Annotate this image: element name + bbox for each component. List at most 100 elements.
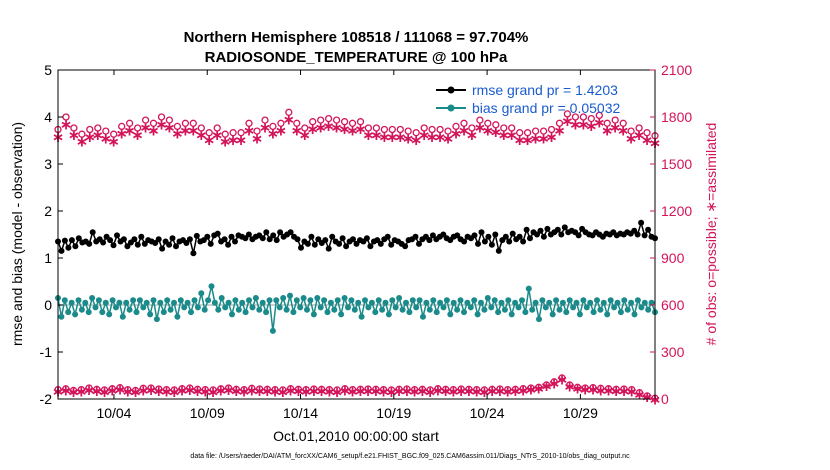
rmse-point <box>86 240 93 247</box>
assimilated-count-low-point: ∗ <box>129 383 142 401</box>
bias-point <box>123 299 130 306</box>
possible-count-low-point <box>294 385 303 393</box>
possible-count-point <box>269 122 277 131</box>
assimilated-count-low-point: ∗ <box>618 382 631 400</box>
assimilated-count-point: ∗ <box>450 125 463 143</box>
possible-count-point <box>555 119 564 127</box>
possible-count-point <box>237 129 245 137</box>
assimilated-count-low-point: ∗ <box>284 382 297 400</box>
assimilated-count-point: ∗ <box>338 120 351 138</box>
bias-point <box>549 311 556 318</box>
bias-point <box>457 297 464 304</box>
bias-point <box>225 299 232 306</box>
rmse-point <box>204 233 211 240</box>
assimilated-count-low-point: ∗ <box>641 388 654 406</box>
rmse-point <box>488 241 495 248</box>
possible-count-low-point <box>341 385 349 393</box>
assimilated-count-point: ∗ <box>466 126 479 144</box>
bias-point <box>604 311 611 318</box>
bias-point <box>317 304 324 311</box>
assimilated-count-point: ∗ <box>283 111 296 129</box>
bias-point <box>461 309 467 316</box>
assimilated-count-low-point: ∗ <box>439 382 452 400</box>
assimilated-count-point: ∗ <box>577 115 590 133</box>
assimilated-count-low-point: ∗ <box>385 383 398 401</box>
rmse-point <box>520 238 527 245</box>
possible-count-point <box>348 119 357 127</box>
rmse-point <box>384 233 391 240</box>
y-axis-ticks: -2 -1 0 1 2 3 4 5 <box>40 62 63 407</box>
possible-count-low-point <box>566 381 574 389</box>
bias-point <box>106 311 113 318</box>
assimilated-count-point: ∗ <box>402 129 415 147</box>
possible-count-point <box>500 124 508 132</box>
possible-count-point <box>460 119 468 127</box>
assimilated-count-point: ∗ <box>625 129 638 147</box>
rmse-point <box>266 236 273 243</box>
bias-point <box>611 304 618 311</box>
bias-point <box>559 299 566 306</box>
assimilated-count-point: ∗ <box>115 125 128 143</box>
bias-point <box>215 306 222 313</box>
assimilated-count-point: ∗ <box>306 120 319 138</box>
assimilated-count-low-point: ∗ <box>408 383 421 401</box>
assimilated-count-point: ∗ <box>243 122 256 140</box>
possible-count-low-point <box>170 386 178 394</box>
y-tick-label: 3 <box>44 156 52 172</box>
bias-point <box>529 306 536 313</box>
possible-count-low-point <box>628 385 636 394</box>
rmse-point <box>363 235 370 242</box>
possible-count-point <box>141 116 150 124</box>
assimilated-count-point: ∗ <box>378 128 391 146</box>
assimilated-count-point: ∗ <box>291 122 304 140</box>
possible-count-point <box>293 119 301 127</box>
assimilated-count-point: ∗ <box>442 129 455 147</box>
y2-tick-label: 600 <box>661 297 685 313</box>
assimilated-count-low-point: ∗ <box>67 383 80 401</box>
bias-point <box>355 299 362 306</box>
bias-point <box>126 306 133 313</box>
bias-point <box>645 306 652 313</box>
possible-count-low-point <box>604 385 613 393</box>
possible-count-low-point <box>108 385 116 393</box>
possible-count-low-point <box>271 385 279 394</box>
assimilated-count-low-point: ∗ <box>625 383 638 401</box>
bias-point <box>539 297 546 304</box>
bias-point <box>157 299 164 306</box>
bias-point <box>235 306 242 313</box>
y-tick-label: -2 <box>40 391 53 407</box>
assimilated-count-low-point: ∗ <box>594 381 607 399</box>
assimilated-count-low-point: ∗ <box>610 382 623 400</box>
bias-point <box>583 304 590 311</box>
rmse-point <box>426 237 433 244</box>
possible-count-low-point <box>193 385 202 393</box>
possible-count-low-point <box>434 385 442 393</box>
assimilated-count-point: ∗ <box>314 118 327 136</box>
bias-point <box>259 299 266 306</box>
possible-count-low-point <box>558 374 566 382</box>
bias-point <box>481 306 488 313</box>
assimilated-count-low-point: ∗ <box>517 382 530 400</box>
assimilated-count-low-point: ∗ <box>354 382 367 400</box>
possible-count-low-point <box>418 385 427 393</box>
rmse-point <box>225 241 232 248</box>
bias-point <box>160 309 167 316</box>
bias-point <box>498 299 505 306</box>
bias-point <box>211 299 218 306</box>
rmse-point <box>495 247 502 254</box>
rmse-point <box>575 232 582 239</box>
rmse-point <box>485 233 492 240</box>
possible-count-point <box>149 119 158 127</box>
assimilated-count-low-point: ∗ <box>176 382 189 400</box>
possible-count-low-point <box>519 385 527 393</box>
possible-count-point <box>277 119 285 127</box>
possible-count-point <box>157 113 166 121</box>
rmse-point <box>325 245 332 252</box>
bias-point <box>587 299 594 306</box>
rmse-point <box>193 232 200 239</box>
bias-point <box>413 304 420 311</box>
plot-frame <box>57 69 656 400</box>
possible-count-point <box>165 116 174 124</box>
rmse-point <box>353 240 360 247</box>
